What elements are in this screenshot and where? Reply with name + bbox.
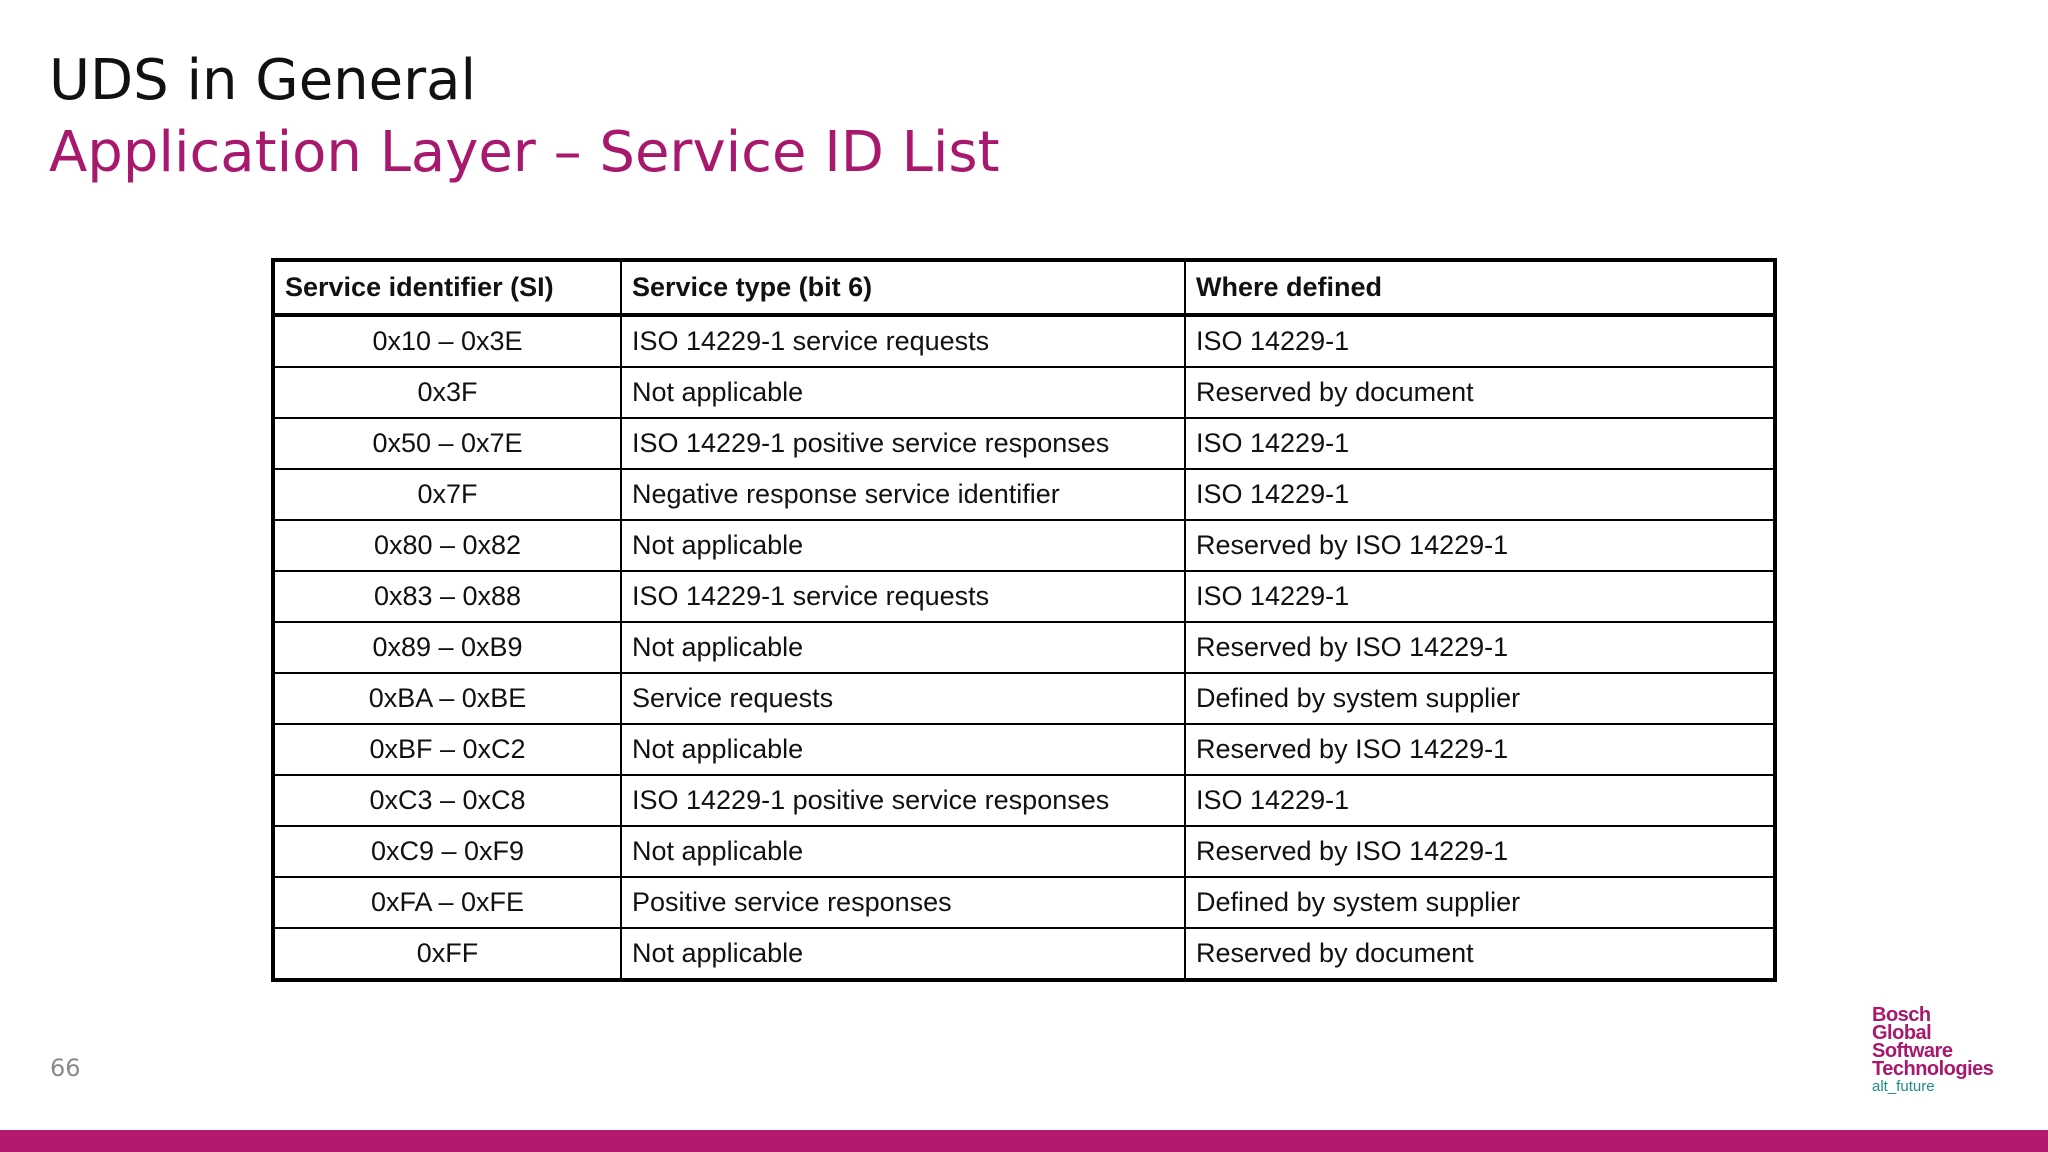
table-row: 0x10 – 0x3E ISO 14229-1 service requests… — [272, 314, 1776, 368]
cell-service-type: Negative response service identifier — [620, 468, 1186, 521]
logo-line: Software — [1872, 1040, 1953, 1062]
cell-service-identifier: 0xFA – 0xFE — [272, 876, 622, 929]
logo-line: Global — [1872, 1022, 1932, 1044]
cell-service-type: Not applicable — [620, 927, 1186, 981]
cell-service-type: ISO 14229-1 service requests — [620, 570, 1186, 623]
bosch-gst-logo: Bosch Global Software Technologies alt_f… — [1872, 1004, 2042, 1096]
table-row: 0xBA – 0xBE Service requests Defined by … — [272, 672, 1776, 725]
page-number: 66 — [50, 1054, 81, 1082]
cell-service-identifier: 0xC9 – 0xF9 — [272, 825, 622, 878]
cell-service-identifier: 0x7F — [272, 468, 622, 521]
cell-where-defined: Reserved by document — [1184, 927, 1776, 981]
cell-where-defined: ISO 14229-1 — [1184, 570, 1776, 623]
table-row: 0xC9 – 0xF9 Not applicable Reserved by I… — [272, 825, 1776, 878]
cell-where-defined: Reserved by ISO 14229-1 — [1184, 723, 1776, 776]
table-row: 0xFA – 0xFE Positive service responses D… — [272, 876, 1776, 929]
cell-where-defined: Reserved by document — [1184, 366, 1776, 419]
cell-service-type: Not applicable — [620, 825, 1186, 878]
cell-service-type: Not applicable — [620, 366, 1186, 419]
cell-service-identifier: 0x83 – 0x88 — [272, 570, 622, 623]
cell-service-type: Not applicable — [620, 723, 1186, 776]
cell-service-type: Not applicable — [620, 621, 1186, 674]
table-header-row: Service identifier (SI) Service type (bi… — [272, 259, 1776, 317]
cell-service-type: Service requests — [620, 672, 1186, 725]
cell-where-defined: Reserved by ISO 14229-1 — [1184, 825, 1776, 878]
cell-service-type: Positive service responses — [620, 876, 1186, 929]
header-service-identifier: Service identifier (SI) — [272, 259, 622, 317]
footer-accent-bar — [0, 1130, 2048, 1152]
cell-service-identifier: 0xBF – 0xC2 — [272, 723, 622, 776]
cell-service-identifier: 0x50 – 0x7E — [272, 417, 622, 470]
cell-where-defined: Reserved by ISO 14229-1 — [1184, 621, 1776, 674]
service-id-table-container: Service identifier (SI) Service type (bi… — [271, 258, 1777, 982]
cell-where-defined: Defined by system supplier — [1184, 672, 1776, 725]
table-row: 0x89 – 0xB9 Not applicable Reserved by I… — [272, 621, 1776, 674]
slide-title: UDS in General — [49, 48, 476, 113]
table-row: 0x3F Not applicable Reserved by document — [272, 366, 1776, 419]
cell-service-identifier: 0xFF — [272, 927, 622, 981]
cell-where-defined: Defined by system supplier — [1184, 876, 1776, 929]
logo-line: Bosch — [1872, 1004, 1931, 1026]
cell-service-identifier: 0xC3 – 0xC8 — [272, 774, 622, 827]
cell-service-type: ISO 14229-1 positive service responses — [620, 774, 1186, 827]
cell-where-defined: Reserved by ISO 14229-1 — [1184, 519, 1776, 572]
header-service-type: Service type (bit 6) — [620, 259, 1186, 317]
logo-tagline: alt_future — [1872, 1078, 1935, 1095]
cell-service-identifier: 0x3F — [272, 366, 622, 419]
table-row: 0xBF – 0xC2 Not applicable Reserved by I… — [272, 723, 1776, 776]
cell-service-type: ISO 14229-1 positive service responses — [620, 417, 1186, 470]
cell-service-identifier: 0xBA – 0xBE — [272, 672, 622, 725]
cell-where-defined: ISO 14229-1 — [1184, 774, 1776, 827]
table-row: 0xC3 – 0xC8 ISO 14229-1 positive service… — [272, 774, 1776, 827]
table-row: 0xFF Not applicable Reserved by document — [272, 927, 1776, 981]
service-id-table: Service identifier (SI) Service type (bi… — [271, 258, 1777, 982]
table-row: 0x80 – 0x82 Not applicable Reserved by I… — [272, 519, 1776, 572]
table-row: 0x83 – 0x88 ISO 14229-1 service requests… — [272, 570, 1776, 623]
logo-line: Technologies — [1872, 1058, 1994, 1080]
cell-service-identifier: 0x80 – 0x82 — [272, 519, 622, 572]
cell-where-defined: ISO 14229-1 — [1184, 314, 1776, 368]
cell-service-type: Not applicable — [620, 519, 1186, 572]
header-where-defined: Where defined — [1184, 259, 1776, 317]
slide-subtitle: Application Layer – Service ID List — [49, 120, 1000, 185]
cell-where-defined: ISO 14229-1 — [1184, 417, 1776, 470]
cell-service-identifier: 0x89 – 0xB9 — [272, 621, 622, 674]
table-row: 0x50 – 0x7E ISO 14229-1 positive service… — [272, 417, 1776, 470]
cell-where-defined: ISO 14229-1 — [1184, 468, 1776, 521]
cell-service-type: ISO 14229-1 service requests — [620, 314, 1186, 368]
cell-service-identifier: 0x10 – 0x3E — [272, 314, 622, 368]
table-row: 0x7F Negative response service identifie… — [272, 468, 1776, 521]
